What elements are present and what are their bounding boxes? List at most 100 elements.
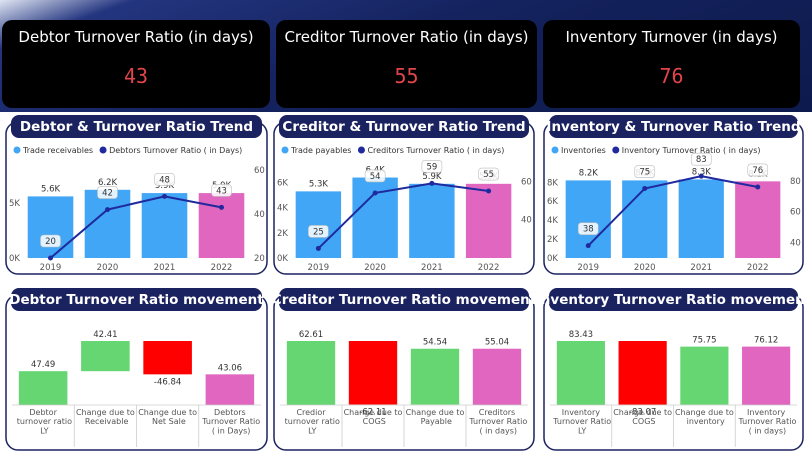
- bar-label: -46.84: [154, 377, 181, 387]
- point-label-box: [97, 186, 118, 199]
- x-tick-label: 2021: [154, 263, 176, 273]
- y-tick-label: 8K: [547, 178, 558, 188]
- point-label-box: [154, 173, 175, 186]
- x-tick-label: 2019: [308, 263, 330, 273]
- chart-title: Debtor & Turnover Ratio Trend: [20, 119, 253, 135]
- point-label-box: [421, 160, 443, 173]
- x-tick-label: 2021: [690, 263, 712, 273]
- point-label-box: [478, 167, 499, 181]
- chart-panel: Debtor & Turnover Ratio Trend Trade recei…: [5, 115, 268, 275]
- waterfall-bar: [286, 341, 336, 405]
- x-tick-label: Debtor turnover ratio LY: [14, 408, 72, 435]
- legend-marker: [99, 146, 107, 154]
- point-label: 55: [483, 170, 494, 180]
- bar-label: 83.43: [569, 330, 593, 340]
- legend-marker: [13, 146, 21, 154]
- title-pill: [549, 288, 798, 311]
- y2-tick-label: 60: [521, 177, 532, 187]
- x-tick-label: 2019: [40, 263, 62, 273]
- chart-title: Creditor Turnover Ratio movement: [272, 292, 537, 308]
- x-tick-label: Credior turnover ratio LY: [282, 408, 340, 435]
- x-tick-label: 2020: [97, 263, 119, 273]
- point-label: 48: [159, 175, 170, 185]
- bar-label: 8.3K: [692, 167, 712, 177]
- x-tick-label: 2021: [421, 263, 443, 273]
- point-label: 76: [752, 166, 763, 176]
- chart-panel: Inventory Turnover Ratio movement 83.43 In…: [536, 288, 812, 451]
- chart-panel: Debtor Turnover Ratio movement 47.49 Debto…: [5, 288, 268, 451]
- bar-label: 8.2K: [579, 168, 599, 178]
- line-point: [219, 204, 224, 210]
- bar: [198, 193, 245, 258]
- line-point: [755, 184, 761, 190]
- line-point: [315, 245, 321, 251]
- point-label-box: [747, 163, 769, 177]
- y-tick-label: 0K: [277, 254, 288, 264]
- chart-title: Inventory Turnover Ratio movement: [536, 292, 812, 308]
- bar: [678, 179, 724, 258]
- x-tick-label: Creditors Turnover Ratio ( in days): [467, 408, 528, 435]
- x-tick-label: 2020: [364, 263, 386, 273]
- y2-tick-label: 40: [521, 216, 532, 226]
- waterfall-bar: [348, 341, 398, 405]
- line-point: [372, 190, 378, 196]
- legend-label: Creditors Turnover Ratio ( in days): [367, 146, 504, 155]
- kpi-card: Creditor Turnover Ratio (in days) 55: [276, 20, 537, 108]
- bar-label: 43.06: [218, 363, 242, 373]
- x-tick-label: 2022: [211, 263, 233, 273]
- y-tick-label: 5K: [9, 199, 20, 209]
- point-label-box: [690, 152, 712, 166]
- bar-label: -62.11: [359, 407, 386, 417]
- waterfall-bar: [556, 341, 605, 405]
- bar-label: 55.04: [485, 338, 509, 348]
- y-tick-label: 6K: [547, 197, 558, 207]
- kpi-card: Inventory Turnover (in days) 76: [543, 20, 800, 108]
- x-tick-label: Change due to Net Sale: [138, 408, 197, 426]
- bar: [141, 193, 188, 258]
- waterfall-bar: [742, 346, 791, 405]
- line-point: [429, 180, 435, 186]
- x-tick-label: Change due to inventory: [675, 408, 734, 426]
- bar-label: 5.9K: [422, 172, 442, 182]
- line-point: [585, 243, 591, 249]
- legend-marker: [612, 146, 620, 154]
- y2-tick-label: 60: [254, 166, 265, 176]
- y-tick-label: 0K: [547, 254, 558, 264]
- waterfall-bar: [680, 346, 729, 405]
- point-label-box: [40, 234, 61, 248]
- y-tick-label: 2K: [547, 235, 558, 245]
- waterfall-bar: [143, 341, 192, 375]
- kpi-value: 76: [659, 64, 684, 88]
- line: [317, 182, 489, 250]
- line: [49, 195, 222, 259]
- point-label: 38: [583, 225, 594, 235]
- point-label: 43: [216, 186, 227, 196]
- kpi-value: 43: [123, 64, 149, 88]
- title-pill: [279, 288, 529, 311]
- point-label: 54: [370, 172, 381, 182]
- x-tick-label: 2022: [478, 263, 500, 273]
- line-point: [486, 188, 492, 194]
- y2-tick-label: 20: [254, 254, 265, 264]
- waterfall-bar: [472, 348, 522, 405]
- x-tick-label: Change due to COGS: [613, 408, 672, 426]
- x-tick-label: Change due to Payable: [406, 408, 465, 426]
- chart-title: Creditor & Turnover Ratio Trend: [282, 119, 525, 135]
- y-tick-label: 2K: [277, 229, 288, 239]
- legend-label: Trade receivables: [22, 146, 93, 155]
- chart-title: Inventory & Turnover Ratio Trend: [546, 119, 800, 135]
- y-tick-label: 4K: [277, 204, 288, 214]
- bar: [465, 183, 512, 258]
- point-label-box: [634, 165, 656, 178]
- point-label: 25: [313, 227, 324, 237]
- bar-label: 42.41: [93, 330, 117, 340]
- x-tick-label: Debtors Turnover Ratio ( in Days): [200, 408, 261, 435]
- title-pill: [279, 115, 529, 138]
- x-tick-label: Inventory Turnover Ratio LY: [551, 408, 612, 435]
- line: [587, 175, 758, 247]
- legend-label: Trade payables: [290, 146, 351, 155]
- bar-label: -83.07: [629, 408, 656, 418]
- legend-label: Inventory Turnover Ratio ( in days): [622, 146, 761, 155]
- bar-label: 5.6K: [41, 184, 61, 194]
